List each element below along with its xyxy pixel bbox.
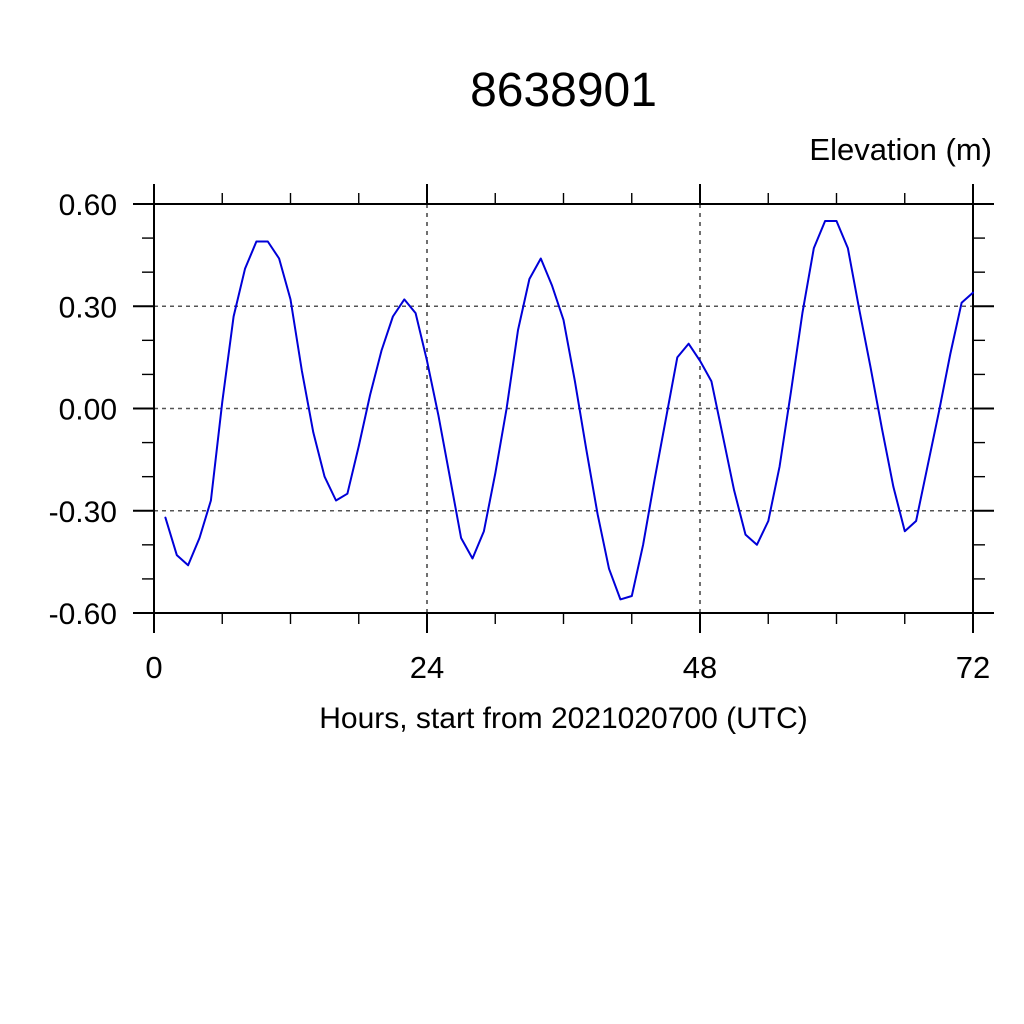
- plot-frame: [153, 203, 974, 614]
- x-tick-label: 72: [956, 650, 990, 685]
- y-tick-label: -0.30: [49, 496, 117, 529]
- chart-title: 8638901: [470, 64, 657, 117]
- x-tick-label: 48: [683, 650, 717, 685]
- y-tick-label: 0.30: [59, 291, 117, 324]
- x-tick-label: 24: [410, 650, 444, 685]
- y-tick-label: 0.60: [59, 189, 117, 222]
- x-axis-title: Hours, start from 2021020700 (UTC): [319, 702, 808, 735]
- y-tick-label: -0.60: [49, 598, 117, 631]
- x-tick-label: 0: [145, 650, 162, 685]
- y-tick-label: 0.00: [59, 394, 117, 427]
- elevation-line: [164, 220, 974, 601]
- y-axis-unit-label: Elevation (m): [809, 132, 992, 167]
